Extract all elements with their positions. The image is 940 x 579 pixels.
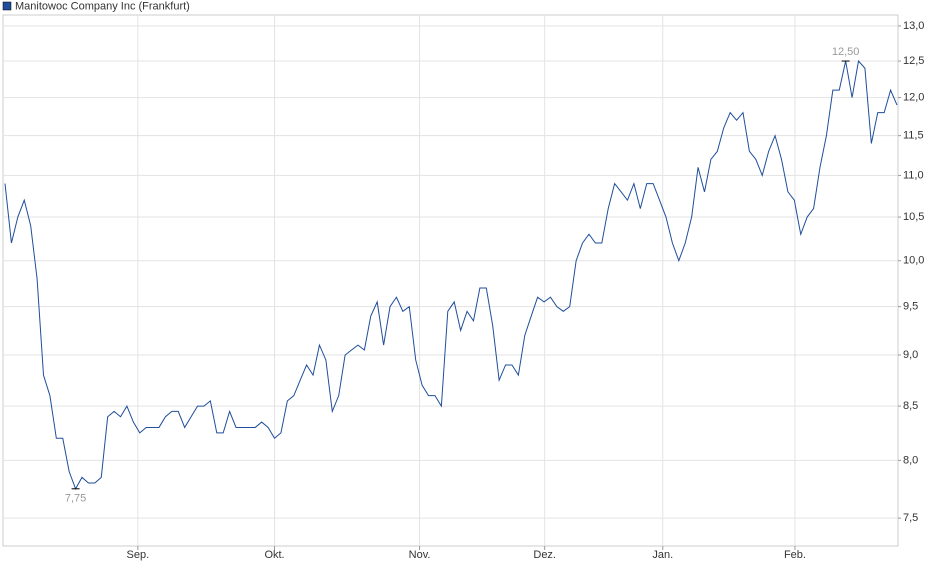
y-tick-label: 12,0 [903,91,924,103]
y-tick-label: 11,0 [903,169,924,181]
y-tick-label: 9,5 [903,301,918,313]
annotation-label: 12,50 [832,46,860,58]
x-tick-label: Sep. [127,549,150,561]
y-tick-label: 7,5 [903,512,918,524]
y-tick-label: 9,0 [903,349,918,361]
y-tick-label: 12,5 [903,55,924,67]
y-tick-label: 10,5 [903,211,924,223]
annotation-label: 7,75 [65,493,86,505]
y-tick-label: 8,5 [903,400,918,412]
plot-frame [2,14,899,547]
x-tick-label: Nov. [409,549,431,561]
x-tick-label: Jan. [652,549,673,561]
y-tick-label: 8,0 [903,454,918,466]
x-tick-label: Okt. [264,549,284,561]
line-series [4,59,898,490]
legend-swatch [2,1,12,11]
y-tick-label: 13,0 [903,20,924,32]
x-tick-label: Dez. [533,549,556,561]
y-tick-label: 11,5 [903,130,924,142]
y-tick-label: 10,0 [903,255,924,267]
legend-label: Manitowoc Company Inc (Frankfurt) [15,0,190,12]
x-tick-label: Feb. [784,549,806,561]
